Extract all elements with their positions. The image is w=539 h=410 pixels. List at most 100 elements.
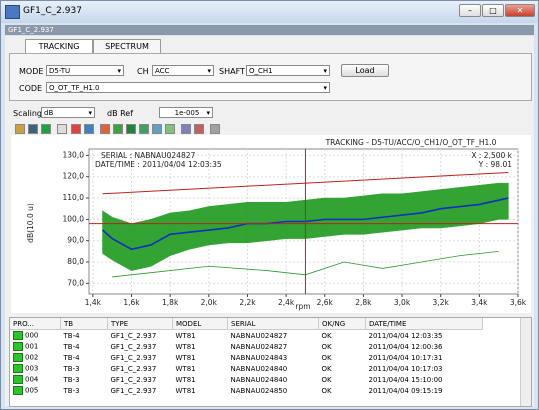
tool-icon[interactable] [15, 124, 25, 134]
table-cell: NABNAU024843 [228, 352, 319, 363]
cell-text: 000 [25, 331, 39, 340]
x-tick-label: 1,6k [123, 298, 140, 307]
annotation: DATE/TIME : 2011/04/04 12:03:35 [95, 160, 222, 169]
tab[interactable]: SPECTRUM [93, 39, 161, 53]
tool-icon[interactable] [139, 124, 149, 134]
cursor-y-label: Y : 98.01 [478, 160, 513, 169]
table-row[interactable]: 005 TB-3 GF1_C_2.937 WT81 NABNAU024850 OK 2011… [10, 385, 483, 396]
x-tick-label: 2,8k [355, 298, 372, 307]
table-row[interactable]: 004 TB-3 GF1_C_2.937 WT81 NABNAU024840 OK 2011… [10, 374, 483, 385]
x-axis-label: rpm [295, 302, 310, 311]
cell-text: TB-3 [63, 375, 80, 384]
result-table: PRO... TB TYPE MODEL SERIAL OK/NG DATE/TIME 000… [10, 318, 483, 396]
table-cell: OK [319, 352, 366, 363]
table-cell: TB-4 [61, 352, 108, 363]
status-icon [13, 375, 23, 384]
table-body: 000 TB-4 GF1_C_2.937 WT81 NABNAU024827 OK 2011… [10, 330, 483, 397]
status-icon [13, 331, 23, 340]
label: dB Ref [107, 109, 134, 118]
table-cell: 004 [10, 374, 61, 385]
cell-text: 002 [25, 353, 39, 362]
cell-text: 2011/04/04 10:17:03 [368, 364, 443, 373]
table-cell: 002 [10, 352, 61, 363]
cell-text: 005 [25, 386, 39, 395]
code-combo[interactable]: O_OT_TF_H1.0 [46, 82, 330, 94]
window-title: GF1_C_2.937 [23, 6, 82, 16]
dbref-input[interactable]: 1e-005 [159, 107, 213, 119]
cell-text: GF1_C_2.937 [110, 342, 157, 351]
table-cell: NABNAU024827 [228, 341, 319, 352]
minimize-button[interactable]: – [459, 4, 481, 17]
cell-text: TB-3 [63, 364, 80, 373]
cell-text: NABNAU024843 [230, 353, 288, 362]
table-cell: 2011/04/04 15:10:00 [366, 374, 483, 385]
cell-text: 003 [25, 364, 39, 373]
tool-icon[interactable] [165, 124, 175, 134]
maximize-button[interactable]: □ [482, 4, 504, 17]
cell-text: 2011/04/04 12:00:36 [368, 342, 443, 351]
tool-icon[interactable] [84, 124, 94, 134]
cell-text: WT81 [175, 353, 196, 362]
tool-icon[interactable] [100, 124, 110, 134]
table-cell: NABNAU024840 [228, 363, 319, 374]
tool-icon[interactable] [152, 124, 162, 134]
tool-icon[interactable] [28, 124, 38, 134]
y-tick-label: 120,0 [63, 172, 85, 181]
x-tick-label: 1,4k [85, 298, 102, 307]
tool-icon[interactable] [57, 124, 67, 134]
column-header: TB [60, 318, 108, 330]
tool-icon[interactable] [41, 124, 51, 134]
tool-icon[interactable] [71, 124, 81, 134]
tool-icon[interactable] [210, 124, 220, 134]
y-tick-label: 80,0 [67, 257, 84, 266]
table-row[interactable]: 003 TB-3 GF1_C_2.937 WT81 NABNAU024840 OK 2011… [10, 363, 483, 374]
status-icon [13, 386, 23, 395]
cell-text: 2011/04/04 09:15:19 [368, 386, 443, 395]
cell-text: TB-3 [63, 386, 80, 395]
tool-icon[interactable] [181, 124, 191, 134]
table-cell: OK [319, 385, 366, 396]
tab[interactable]: TRACKING [25, 39, 93, 53]
chart-title: TRACKING - D5-TU/ACC/O_CH1/O_OT_TF_H1.0 [325, 138, 497, 147]
table-cell: WT81 [173, 363, 228, 374]
load-button[interactable]: Load [341, 64, 389, 77]
cell-text: TB-4 [63, 331, 80, 340]
scrollbar[interactable] [520, 318, 531, 406]
label: CH [137, 67, 149, 76]
cell-text: 2011/04/04 15:10:00 [368, 375, 443, 384]
table-cell: GF1_C_2.937 [108, 374, 173, 385]
x-tick-label: 3,4k [471, 298, 488, 307]
cell-text: NABNAU024850 [230, 386, 288, 395]
column-header: OK/NG [318, 318, 366, 330]
mode-combo[interactable]: D5-TU [46, 65, 124, 77]
table-cell: 2011/04/04 12:00:36 [366, 341, 483, 352]
shaft-combo[interactable]: O_CH1 [246, 65, 330, 77]
table-cell: WT81 [173, 374, 228, 385]
annotation: SERIAL : NABNAU024827 [101, 151, 196, 160]
cell-text: OK [321, 342, 332, 351]
close-button[interactable]: ✕ [505, 4, 535, 17]
scaling-combo[interactable]: dB [41, 107, 95, 119]
table-row[interactable]: 001 TB-4 GF1_C_2.937 WT81 NABNAU024827 OK 2011… [10, 341, 483, 352]
cell-text: NABNAU024827 [230, 342, 288, 351]
line [112, 250, 499, 278]
table-cell: 2011/04/04 09:15:19 [366, 385, 483, 396]
cell-text: 2011/04/04 12:03:35 [368, 331, 443, 340]
table-row[interactable]: 000 TB-4 GF1_C_2.937 WT81 NABNAU024827 OK 2011… [10, 330, 483, 342]
table-cell: WT81 [173, 330, 228, 342]
table-row[interactable]: 002 TB-4 GF1_C_2.937 WT81 NABNAU024843 OK 2011… [10, 352, 483, 363]
tool-icon[interactable] [194, 124, 204, 134]
tool-icon[interactable] [126, 124, 136, 134]
x-tick-label: 2,2k [239, 298, 256, 307]
cell-text: WT81 [175, 364, 196, 373]
cell-text: NABNAU024827 [230, 331, 288, 340]
label: SHAFT [219, 67, 245, 76]
cell-text: OK [321, 364, 332, 373]
table-cell: 2011/04/04 10:17:31 [366, 352, 483, 363]
table-cell: OK [319, 330, 366, 342]
table-cell: TB-3 [61, 374, 108, 385]
tool-icon[interactable] [113, 124, 123, 134]
chart: TRACKING - D5-TU/ACC/O_CH1/O_OT_TF_H1.0 … [11, 135, 531, 313]
title-bar: GF1_C_2.937 – □ ✕ [1, 1, 538, 23]
ch-combo[interactable]: ACC [152, 65, 214, 77]
